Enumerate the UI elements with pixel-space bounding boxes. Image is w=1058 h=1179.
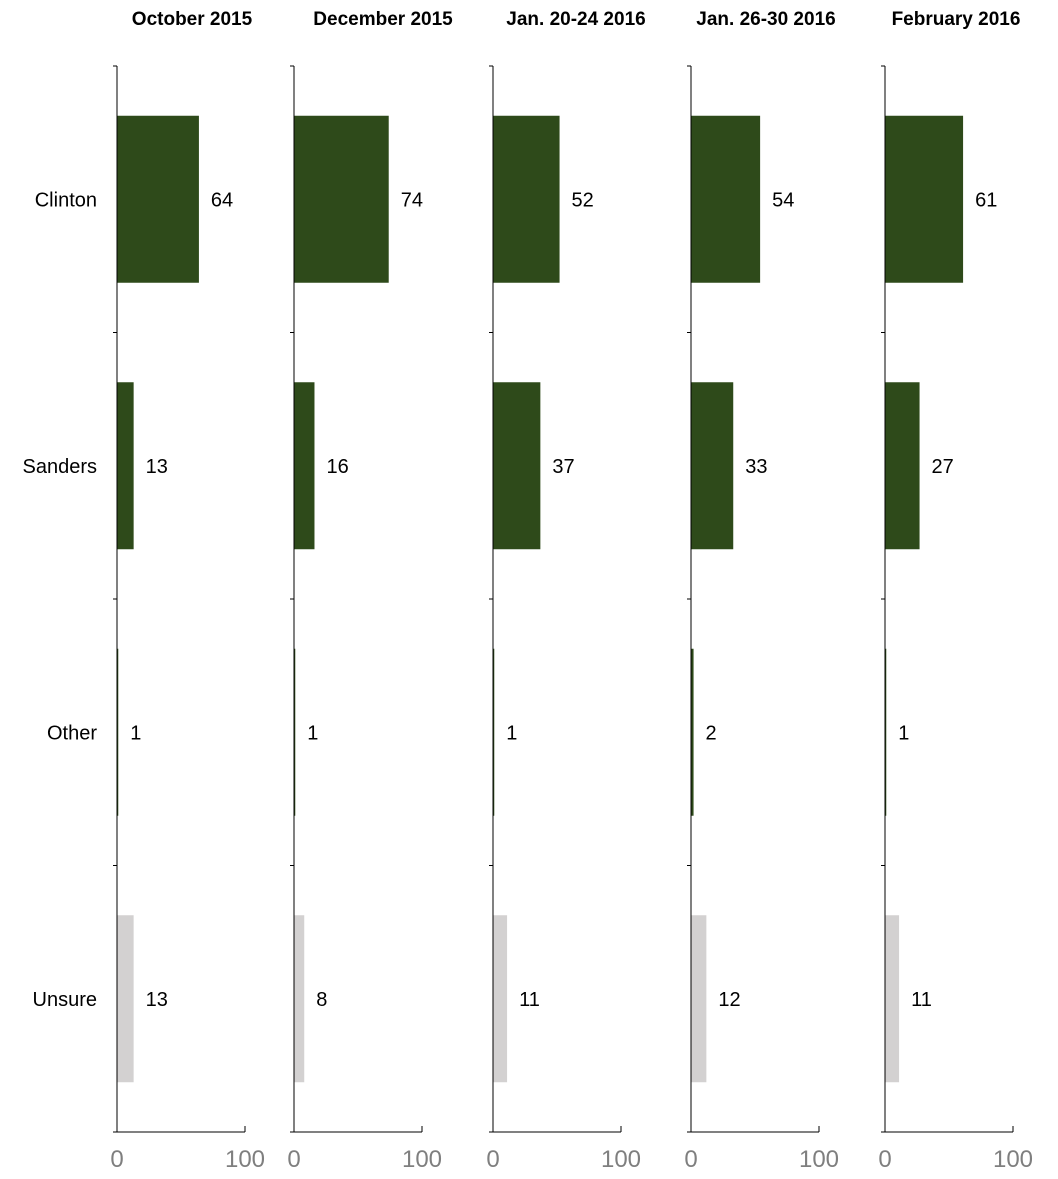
bar-unsure (691, 915, 707, 1083)
x-tick-label: 100 (601, 1146, 641, 1173)
value-label: 1 (307, 722, 318, 744)
category-label-sanders: Sanders (23, 456, 98, 478)
bar-unsure (117, 915, 134, 1083)
value-label: 13 (146, 989, 168, 1011)
x-tick-label: 100 (799, 1146, 839, 1173)
bar-clinton (691, 115, 761, 283)
bar-other (294, 648, 296, 816)
x-tick-label: 0 (287, 1146, 300, 1173)
panel-title: Jan. 20-24 2016 (506, 9, 645, 30)
value-label: 2 (706, 722, 717, 744)
category-label-clinton: Clinton (35, 189, 97, 211)
x-tick-label: 0 (486, 1146, 499, 1173)
bar-clinton (885, 115, 964, 283)
value-label: 1 (898, 722, 909, 744)
value-label: 27 (932, 456, 954, 478)
value-label: 33 (745, 456, 767, 478)
bar-unsure (493, 915, 508, 1083)
value-label: 64 (211, 189, 233, 211)
x-tick-label: 100 (225, 1146, 265, 1173)
value-label: 74 (401, 189, 423, 211)
panel-title: Jan. 26-30 2016 (696, 9, 835, 30)
x-tick-label: 0 (110, 1146, 123, 1173)
panel-title: December 2015 (313, 9, 453, 30)
value-label: 54 (772, 189, 794, 211)
value-label: 12 (718, 989, 740, 1011)
value-label: 1 (130, 722, 141, 744)
bar-other (885, 648, 887, 816)
bar-sanders (493, 382, 541, 550)
x-tick-label: 0 (878, 1146, 891, 1173)
bar-other (691, 648, 694, 816)
value-label: 61 (975, 189, 997, 211)
value-label: 8 (316, 989, 327, 1011)
category-label-unsure: Unsure (33, 989, 97, 1011)
bar-clinton (493, 115, 560, 283)
bar-sanders (117, 382, 134, 550)
bar-unsure (885, 915, 900, 1083)
bar-sanders (294, 382, 315, 550)
x-tick-label: 100 (993, 1146, 1033, 1173)
panel-title: October 2015 (132, 9, 253, 30)
bar-sanders (691, 382, 734, 550)
bar-sanders (885, 382, 920, 550)
bar-other (117, 648, 119, 816)
value-label: 52 (572, 189, 594, 211)
value-label: 37 (552, 456, 574, 478)
category-label-other: Other (47, 722, 97, 744)
value-label: 11 (911, 989, 932, 1011)
value-label: 16 (326, 456, 348, 478)
bar-clinton (294, 115, 389, 283)
x-tick-label: 100 (402, 1146, 442, 1173)
bar-clinton (117, 115, 199, 283)
panel-title: February 2016 (892, 9, 1021, 30)
value-label: 1 (506, 722, 517, 744)
bar-unsure (294, 915, 305, 1083)
value-label: 13 (146, 456, 168, 478)
x-tick-label: 0 (684, 1146, 697, 1173)
value-label: 11 (519, 989, 540, 1011)
bar-other (493, 648, 495, 816)
